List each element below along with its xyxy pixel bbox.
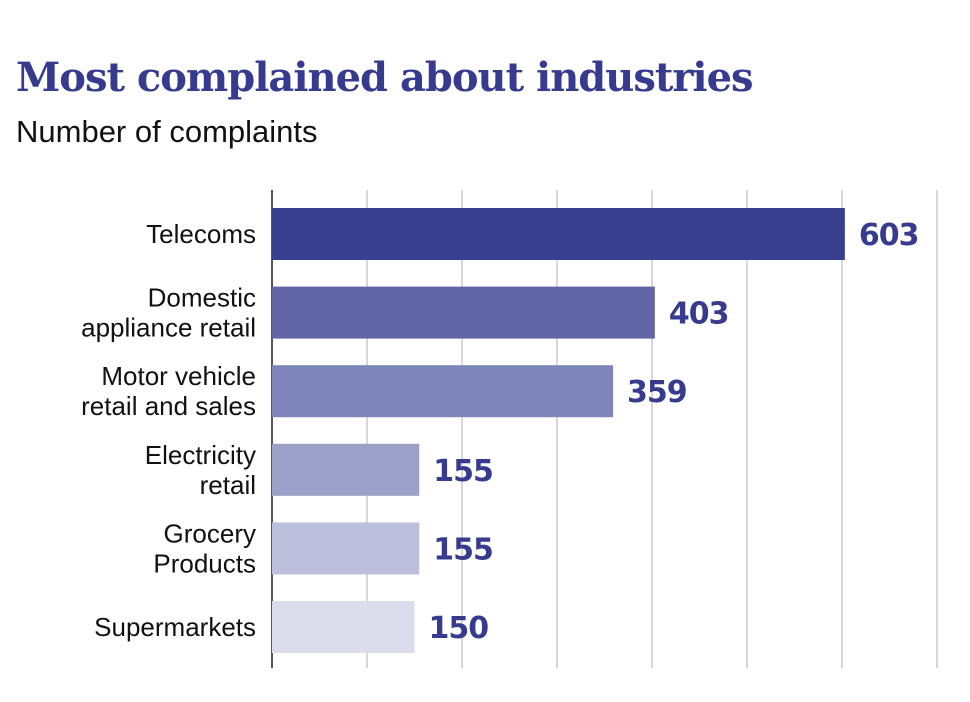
category-label: Electricity <box>145 440 256 470</box>
bar <box>272 286 655 339</box>
bar <box>272 208 845 260</box>
value-label: 359 <box>627 375 687 410</box>
bar <box>272 522 420 575</box>
value-label: 155 <box>433 532 493 567</box>
category-label: appliance retail <box>81 313 256 343</box>
gridlines <box>271 190 938 668</box>
category-label: Products <box>153 548 256 578</box>
bar <box>272 443 420 496</box>
category-label: Motor vehicle <box>101 361 256 391</box>
category-label: Domestic <box>148 283 256 313</box>
bar <box>272 601 415 653</box>
category-label: Grocery <box>164 518 256 548</box>
bars <box>272 208 845 653</box>
value-labels: 603 403 359 155 155 150 <box>429 218 920 646</box>
category-label: Telecoms <box>146 219 256 249</box>
value-label: 403 <box>669 297 729 332</box>
value-label: 150 <box>429 611 489 646</box>
category-label: Supermarkets <box>94 612 256 642</box>
category-label: retail and sales <box>81 391 256 421</box>
category-label: retail <box>200 470 256 500</box>
chart-title: Most complained about industries <box>16 54 754 101</box>
bar <box>272 365 614 418</box>
chart-subtitle: Number of complaints <box>16 114 318 149</box>
value-label: 603 <box>859 218 919 253</box>
value-label: 155 <box>433 454 493 489</box>
